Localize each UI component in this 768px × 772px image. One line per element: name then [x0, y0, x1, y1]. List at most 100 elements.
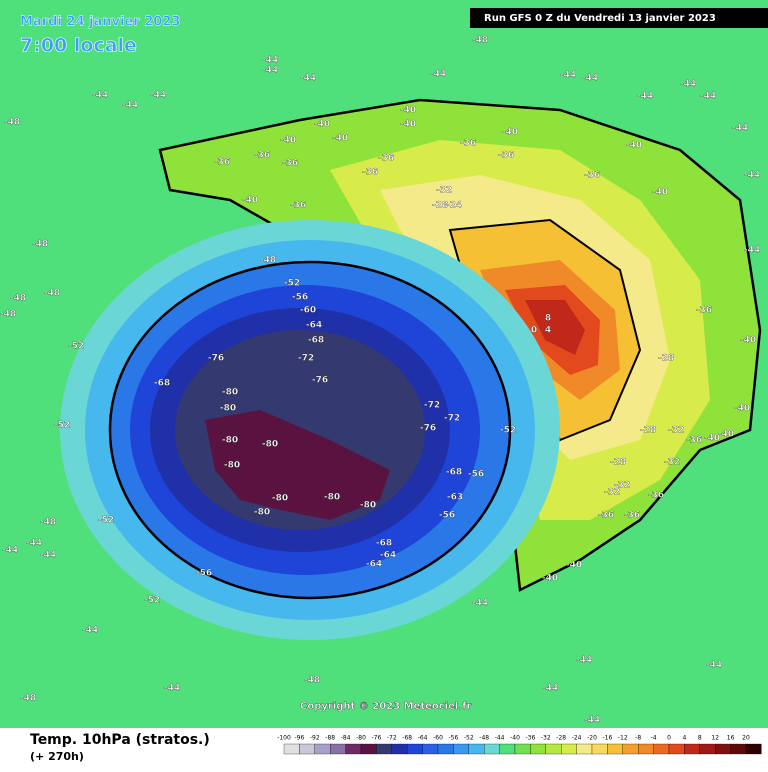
contour-label: -76	[420, 424, 436, 434]
scale-label: -20	[587, 735, 597, 742]
contour-label: -44	[92, 91, 108, 101]
contour-label: -40	[400, 120, 416, 130]
contour-label: -32	[668, 426, 684, 436]
contour-label: -28	[432, 201, 448, 211]
contour-label: -44	[26, 539, 42, 549]
scale-label: -56	[448, 735, 458, 742]
contour-label: -80	[220, 404, 236, 414]
scale-swatch	[391, 743, 408, 755]
contour-label: -44	[40, 551, 56, 561]
contour-label: -68	[308, 336, 324, 346]
scale-label: 8	[698, 735, 702, 742]
scale-label: -4	[651, 735, 657, 742]
scale-swatch	[591, 743, 608, 755]
contour-label: -40	[704, 434, 720, 444]
scale-swatch	[453, 743, 469, 755]
scale-swatch	[437, 743, 454, 755]
contour-label: 0	[531, 326, 537, 336]
contour-label: -36	[584, 171, 600, 181]
contour-label: -56	[292, 293, 308, 303]
scale-swatch	[299, 743, 315, 755]
scale-label: -92	[310, 735, 320, 742]
contour-label: -60	[300, 306, 316, 316]
scale-label: 4	[682, 735, 686, 742]
contour-label: -52	[68, 342, 84, 352]
scale-label: -68	[402, 735, 412, 742]
contour-label: -40	[718, 430, 734, 440]
copyright: Copyright © 2023 Meteociel.fr	[300, 701, 471, 712]
contour-label: -36	[648, 491, 664, 501]
contour-label: -40	[400, 106, 416, 116]
scale-swatch	[499, 743, 516, 755]
contour-label: -40	[740, 336, 756, 346]
contour-label: -40	[734, 404, 750, 414]
contour-label: -44	[637, 92, 653, 102]
contour-label: -68	[446, 468, 462, 478]
contour-label: -36	[696, 306, 712, 316]
scale-label: -60	[433, 735, 443, 742]
contour-label: -36	[460, 139, 476, 149]
contour-label: -44	[744, 246, 760, 256]
contour-label: -64	[306, 321, 322, 331]
contour-label: -36	[282, 159, 298, 169]
scale-swatch	[653, 743, 670, 755]
contour-label: -44	[584, 716, 600, 726]
contour-label: -44	[150, 91, 166, 101]
contour-label: -64	[366, 560, 382, 570]
scale-swatch	[468, 743, 485, 755]
contour-label: -36	[362, 168, 378, 178]
scale-label: -96	[294, 735, 304, 742]
scale-label: -84	[341, 735, 351, 742]
scale-swatch	[684, 743, 700, 755]
contour-label: -48	[40, 518, 56, 528]
contour-label: -48	[472, 36, 488, 46]
scale-label: -12	[618, 735, 628, 742]
contour-label: -80	[222, 436, 238, 446]
contour-label: -64	[380, 551, 396, 561]
scale-swatch	[561, 743, 577, 755]
scale-swatch	[730, 743, 747, 755]
contour-label: -44	[732, 124, 748, 134]
scale-swatch	[668, 743, 685, 755]
run-text: Run GFS 0 Z du Vendredi 13 janvier 2023	[484, 13, 716, 24]
contour-label: -40	[652, 188, 668, 198]
contour-label: -80	[324, 493, 340, 503]
scale-swatch	[745, 743, 762, 755]
contour-label: -32	[614, 481, 630, 491]
contour-label: -44	[700, 92, 716, 102]
scale-label: -32	[541, 735, 551, 742]
contour-label: -68	[154, 379, 170, 389]
contour-label: -40	[332, 134, 348, 144]
scale-swatch	[345, 743, 362, 755]
contour-label: -36	[598, 511, 614, 521]
contour-label: -36	[498, 151, 514, 161]
time-text: 7:00 locale	[20, 35, 137, 57]
contour-label: -44	[582, 74, 598, 84]
contour-label: -28	[658, 354, 674, 364]
scale-swatch	[622, 743, 639, 755]
scale-label: -24	[572, 735, 582, 742]
contour-label: -28	[610, 458, 626, 468]
contour-label: -48	[0, 310, 16, 320]
contour-label: -48	[260, 256, 276, 266]
contour-label: -44	[262, 56, 278, 66]
contour-label: -44	[576, 656, 592, 666]
scale-swatch	[514, 743, 531, 755]
contour-label: -44	[706, 661, 722, 671]
scale-label: 12	[711, 735, 719, 742]
contour-label: -36	[290, 201, 306, 211]
contour-label: -44	[122, 101, 138, 111]
contour-label: -40	[566, 561, 582, 571]
contour-label: -40	[626, 141, 642, 151]
scale-swatch	[314, 743, 331, 755]
contour-label: -72	[424, 401, 440, 411]
scale-swatch	[376, 743, 392, 755]
contour-label: -44	[430, 70, 446, 80]
contour-label: -48	[32, 240, 48, 250]
scale-label: -88	[325, 735, 335, 742]
contour-label: -48	[10, 294, 26, 304]
contour-label: -68	[376, 539, 392, 549]
scale-swatch	[715, 743, 731, 755]
contour-label: -44	[680, 80, 696, 90]
